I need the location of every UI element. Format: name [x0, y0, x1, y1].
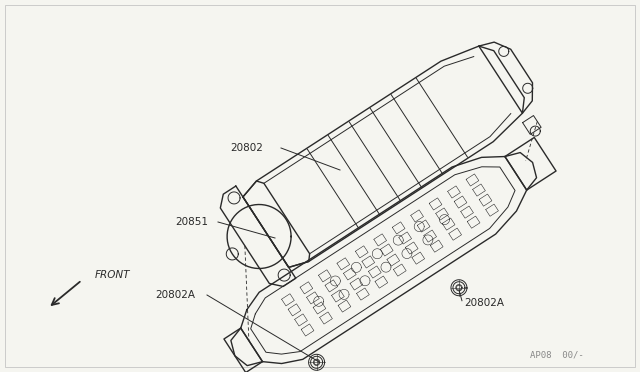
Text: 20851: 20851 — [175, 217, 208, 227]
Text: 20802A: 20802A — [155, 290, 195, 300]
Text: FRONT: FRONT — [95, 270, 131, 280]
Text: 20802: 20802 — [230, 143, 263, 153]
Text: AP08  00/-: AP08 00/- — [530, 350, 584, 359]
Text: 20802A: 20802A — [464, 298, 504, 308]
